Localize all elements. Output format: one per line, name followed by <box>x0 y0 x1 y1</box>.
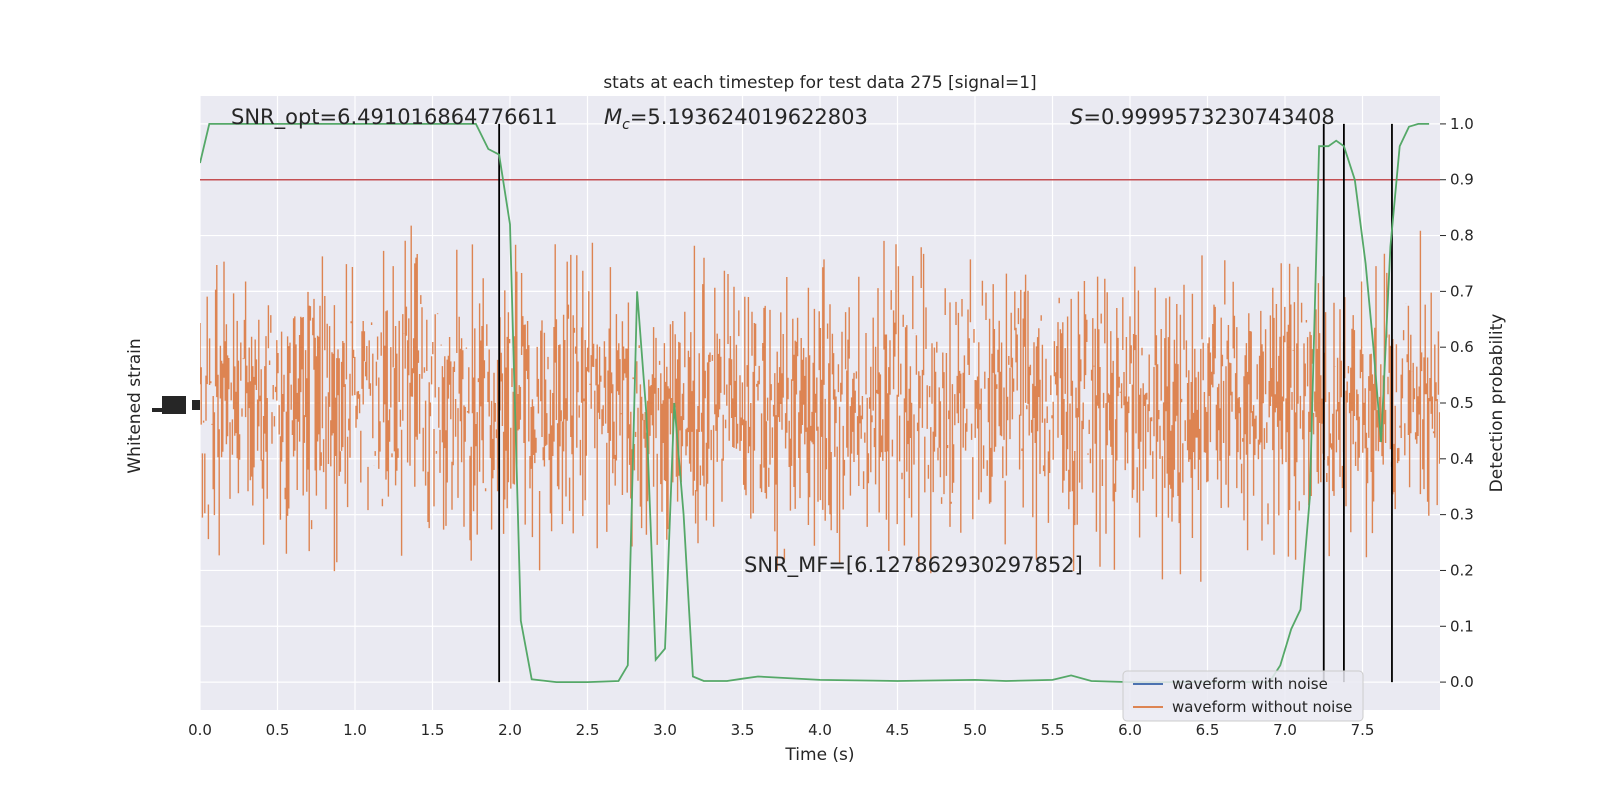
legend-box <box>1122 670 1364 722</box>
x-tick-label: 0.5 <box>266 721 290 739</box>
detection-probability-series <box>200 123 1430 683</box>
x-tick-label: 2.0 <box>498 721 522 739</box>
chirp-mass-value: =5.193624019622803 <box>630 105 868 129</box>
y-right-axis-ticks: 0.0 0.1 0.2 0.3 0.4 0.5 0.6 0.7 0.8 0.9 1.0 <box>1440 115 1474 691</box>
legend-label-clean: waveform without noise <box>1172 698 1352 716</box>
x-tick-label: 7.0 <box>1273 721 1297 739</box>
x-tick-label: 2.5 <box>576 721 600 739</box>
y-tick-label: 0.1 <box>1450 617 1474 635</box>
y-tick-label: 1.0 <box>1450 115 1474 133</box>
y-tick-label: 0.2 <box>1450 561 1474 579</box>
y-tick-label: 0.0 <box>1450 673 1474 691</box>
y-tick-label: 0.3 <box>1450 506 1474 524</box>
x-tick-label: 0.0 <box>188 721 212 739</box>
x-tick-label: 5.5 <box>1041 721 1065 739</box>
left-axis-clutter <box>152 396 200 414</box>
s-value: =0.9999573230743408 <box>1083 105 1334 129</box>
s-annotation: S=0.9999573230743408 <box>1070 105 1335 129</box>
x-tick-label: 7.5 <box>1351 721 1375 739</box>
event-markers <box>498 123 1393 683</box>
x-tick-label: 4.0 <box>808 721 832 739</box>
y-tick-label: 0.6 <box>1450 338 1474 356</box>
legend-label-noise: waveform with noise <box>1172 675 1328 693</box>
y-tick-label: 0.5 <box>1450 394 1474 412</box>
x-tick-label: 1.5 <box>421 721 445 739</box>
snr-opt-annotation: SNR_opt=6.491016864776611 <box>231 105 558 130</box>
x-axis-ticks: 0.0 0.5 1.0 1.5 2.0 2.5 3.0 3.5 4.0 4.5 5.0 5.5 6.0 6… <box>188 721 1374 739</box>
x-tick-label: 1.0 <box>343 721 367 739</box>
x-tick-label: 3.0 <box>653 721 677 739</box>
y-tick-label: 0.7 <box>1450 282 1474 300</box>
waveform-without-noise-series <box>200 225 1440 582</box>
y-tick-label: 0.4 <box>1450 450 1474 468</box>
x-tick-label: 4.5 <box>886 721 910 739</box>
legend: waveform with noise waveform without noi… <box>1122 670 1364 722</box>
chirp-mass-annotation: Mc=5.193624019622803 <box>604 105 868 133</box>
x-tick-label: 6.5 <box>1196 721 1220 739</box>
chart-title: stats at each timestep for test data 275… <box>603 73 1036 93</box>
x-tick-label: 3.5 <box>731 721 755 739</box>
y-right-axis-title: Detection probability <box>1487 314 1507 493</box>
x-tick-label: 6.0 <box>1118 721 1142 739</box>
x-axis-title: Time (s) <box>784 745 854 765</box>
y-left-axis-title: Whitened strain <box>125 338 145 473</box>
x-tick-label: 5.0 <box>963 721 987 739</box>
snr-mf-annotation: SNR_MF=[6.127862930297852] <box>744 553 1083 578</box>
y-tick-label: 0.9 <box>1450 171 1474 189</box>
y-tick-label: 0.8 <box>1450 227 1474 245</box>
